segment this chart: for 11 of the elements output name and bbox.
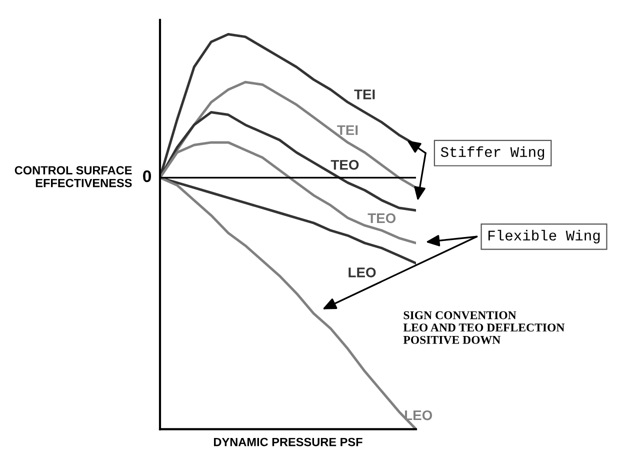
y-axis-title: CONTROL SURFACE EFFECTIVENESS <box>14 166 132 188</box>
ref-line-label: 0 <box>143 170 151 182</box>
series-label: LEO <box>348 268 376 278</box>
series-label: TEI <box>354 90 375 100</box>
text: Stiffer Wing <box>440 146 544 160</box>
series-label: TEI <box>337 125 358 135</box>
text: Flexible Wing <box>488 230 600 244</box>
series-label: TEO <box>330 160 359 170</box>
annotation: SIGN CONVENTION LEO AND TEO DEFLECTION POSITIVE DOWN <box>403 311 565 344</box>
series-label: TEO <box>368 213 396 224</box>
x-axis-title: DYNAMIC PRESSURE PSF <box>214 438 362 446</box>
